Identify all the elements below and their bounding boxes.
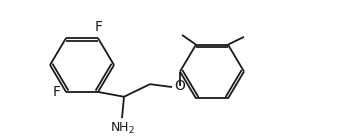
Text: F: F [53,85,61,99]
Text: F: F [95,20,103,34]
Text: NH$_2$: NH$_2$ [110,121,135,136]
Text: O: O [174,79,185,93]
